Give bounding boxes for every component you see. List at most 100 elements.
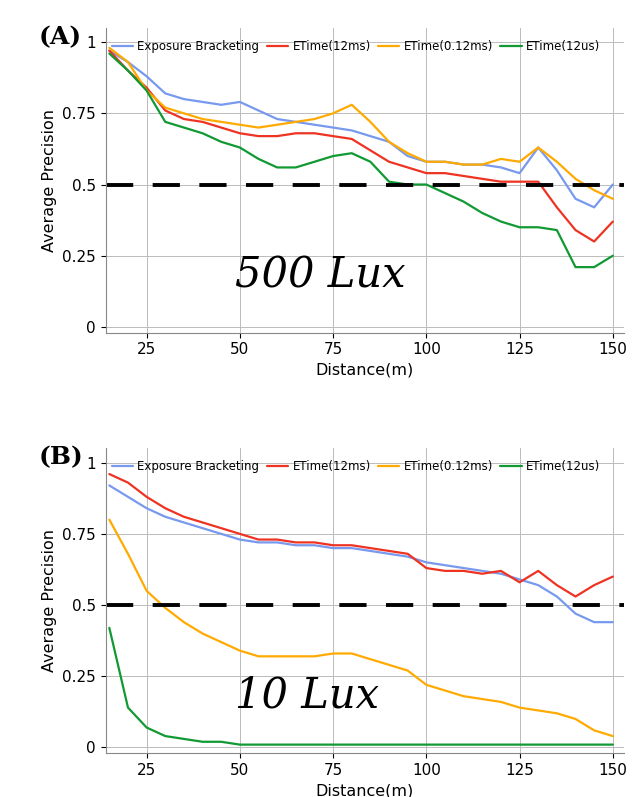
ETime(0.12ms) bbox=[404, 148, 412, 158]
ETime(0.12ms) bbox=[460, 692, 467, 701]
Exposure Bracketing bbox=[255, 106, 262, 116]
ETime(12us) bbox=[255, 740, 262, 749]
ETime(0.12ms) bbox=[422, 680, 430, 689]
ETime(12ms) bbox=[348, 540, 356, 550]
ETime(12us) bbox=[273, 163, 281, 172]
ETime(12ms) bbox=[292, 128, 300, 138]
Exposure Bracketing bbox=[292, 117, 300, 127]
ETime(0.12ms) bbox=[553, 157, 561, 167]
ETime(0.12ms) bbox=[460, 160, 467, 170]
Exposure Bracketing bbox=[553, 591, 561, 601]
ETime(0.12ms) bbox=[255, 652, 262, 662]
Exposure Bracketing bbox=[180, 518, 188, 528]
Exposure Bracketing bbox=[292, 540, 300, 550]
ETime(12ms) bbox=[609, 571, 617, 581]
Exposure Bracketing bbox=[497, 569, 505, 579]
Exposure Bracketing bbox=[404, 151, 412, 161]
ETime(12us) bbox=[385, 740, 393, 749]
ETime(12us) bbox=[404, 180, 412, 190]
ETime(12ms) bbox=[479, 569, 486, 579]
Exposure Bracketing bbox=[441, 157, 449, 167]
ETime(0.12ms) bbox=[553, 709, 561, 718]
Exposure Bracketing bbox=[553, 166, 561, 175]
ETime(0.12ms) bbox=[236, 120, 244, 129]
Legend: Exposure Bracketing, ETime(12ms), ETime(0.12ms), ETime(12us): Exposure Bracketing, ETime(12ms), ETime(… bbox=[111, 461, 600, 473]
ETime(12ms) bbox=[422, 168, 430, 178]
ETime(12us) bbox=[236, 740, 244, 749]
ETime(12us) bbox=[199, 737, 207, 747]
ETime(12ms) bbox=[106, 469, 113, 479]
ETime(0.12ms) bbox=[441, 157, 449, 167]
ETime(12ms) bbox=[106, 46, 113, 56]
ETime(0.12ms) bbox=[143, 586, 150, 595]
ETime(12ms) bbox=[479, 174, 486, 183]
Exposure Bracketing bbox=[609, 618, 617, 627]
ETime(12us) bbox=[106, 623, 113, 633]
ETime(0.12ms) bbox=[348, 100, 356, 109]
X-axis label: Distance(m): Distance(m) bbox=[316, 363, 414, 378]
ETime(12ms) bbox=[441, 566, 449, 575]
ETime(0.12ms) bbox=[218, 638, 225, 647]
ETime(12us) bbox=[479, 740, 486, 749]
ETime(12us) bbox=[124, 703, 132, 713]
ETime(12us) bbox=[310, 157, 318, 167]
ETime(12us) bbox=[310, 740, 318, 749]
ETime(12ms) bbox=[367, 544, 374, 553]
Exposure Bracketing bbox=[422, 157, 430, 167]
ETime(0.12ms) bbox=[310, 114, 318, 124]
ETime(12ms) bbox=[348, 134, 356, 143]
Exposure Bracketing bbox=[404, 552, 412, 561]
ETime(12ms) bbox=[329, 540, 337, 550]
ETime(12us) bbox=[255, 154, 262, 163]
Exposure Bracketing bbox=[479, 566, 486, 575]
Exposure Bracketing bbox=[609, 180, 617, 190]
ETime(12ms) bbox=[497, 566, 505, 575]
Exposure Bracketing bbox=[199, 524, 207, 533]
Line: ETime(12ms): ETime(12ms) bbox=[109, 51, 613, 241]
ETime(12ms) bbox=[218, 524, 225, 533]
ETime(12us) bbox=[367, 157, 374, 167]
Exposure Bracketing bbox=[422, 558, 430, 567]
ETime(12ms) bbox=[590, 237, 598, 246]
ETime(12ms) bbox=[236, 529, 244, 539]
ETime(0.12ms) bbox=[534, 143, 542, 152]
Exposure Bracketing bbox=[516, 575, 524, 584]
Exposure Bracketing bbox=[106, 46, 113, 56]
ETime(12ms) bbox=[516, 578, 524, 587]
Exposure Bracketing bbox=[534, 143, 542, 152]
Exposure Bracketing bbox=[143, 504, 150, 513]
ETime(0.12ms) bbox=[329, 649, 337, 658]
Exposure Bracketing bbox=[143, 72, 150, 81]
Text: 10 Lux: 10 Lux bbox=[236, 674, 380, 717]
ETime(0.12ms) bbox=[273, 652, 281, 662]
Exposure Bracketing bbox=[180, 94, 188, 104]
ETime(12us) bbox=[553, 226, 561, 235]
ETime(0.12ms) bbox=[385, 137, 393, 147]
ETime(0.12ms) bbox=[404, 665, 412, 675]
Exposure Bracketing bbox=[161, 88, 169, 98]
ETime(12ms) bbox=[572, 226, 579, 235]
ETime(12ms) bbox=[553, 202, 561, 212]
ETime(12ms) bbox=[124, 66, 132, 76]
ETime(0.12ms) bbox=[590, 186, 598, 195]
Y-axis label: Average Precision: Average Precision bbox=[42, 108, 56, 252]
Line: ETime(12ms): ETime(12ms) bbox=[109, 474, 613, 596]
ETime(12ms) bbox=[553, 580, 561, 590]
Line: ETime(12us): ETime(12us) bbox=[109, 53, 613, 267]
ETime(12ms) bbox=[292, 538, 300, 548]
Exposure Bracketing bbox=[329, 544, 337, 553]
ETime(0.12ms) bbox=[348, 649, 356, 658]
Text: (B): (B) bbox=[38, 446, 83, 469]
Exposure Bracketing bbox=[329, 123, 337, 132]
Exposure Bracketing bbox=[106, 481, 113, 490]
Exposure Bracketing bbox=[367, 132, 374, 141]
ETime(12ms) bbox=[218, 123, 225, 132]
ETime(12ms) bbox=[199, 518, 207, 528]
ETime(12us) bbox=[516, 222, 524, 232]
ETime(12us) bbox=[124, 66, 132, 76]
ETime(12ms) bbox=[385, 157, 393, 167]
ETime(12us) bbox=[348, 148, 356, 158]
ETime(12us) bbox=[572, 740, 579, 749]
ETime(0.12ms) bbox=[572, 714, 579, 724]
ETime(0.12ms) bbox=[609, 732, 617, 741]
